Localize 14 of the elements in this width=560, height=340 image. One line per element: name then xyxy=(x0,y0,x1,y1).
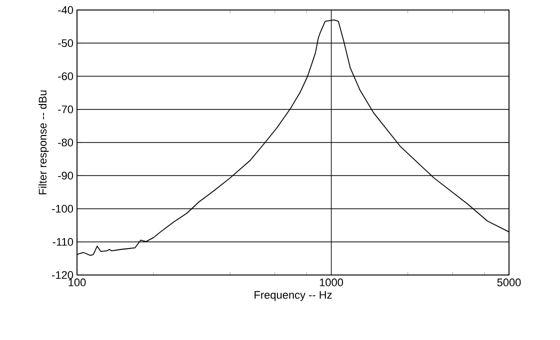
y-tick-label: -100 xyxy=(52,204,74,213)
y-tick-label: -40 xyxy=(58,6,74,14)
y-tick-label: -80 xyxy=(58,138,74,146)
y-tick-label: -120 xyxy=(52,271,74,279)
x-tick-label: 5000 xyxy=(497,278,521,286)
y-tick-label: -60 xyxy=(58,72,74,80)
y-tick-label: -110 xyxy=(52,238,74,246)
y-tick-label: -90 xyxy=(58,172,74,180)
x-axis-title: Frequency -- Hz xyxy=(254,291,332,301)
y-axis-title: Filter response -- dBu xyxy=(38,90,49,194)
y-tick-label: -70 xyxy=(58,106,74,114)
x-tick-label: 1000 xyxy=(320,278,344,286)
x-tick-label: 100 xyxy=(68,278,86,286)
y-tick-label: -50 xyxy=(58,39,74,48)
